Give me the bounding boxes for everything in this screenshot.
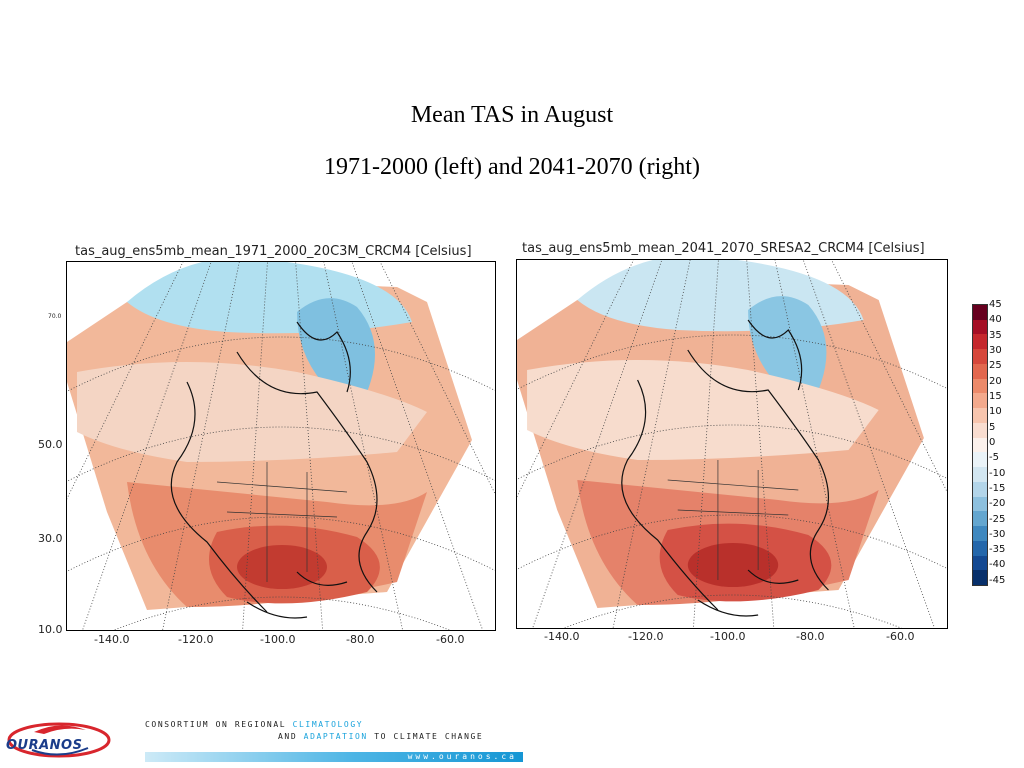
lon-label: -140.0 [544, 630, 580, 643]
colorbar-label: 15 [989, 390, 1002, 402]
lat-label: 70.0 [48, 313, 62, 320]
colorbar-cell [973, 422, 987, 439]
greenland-region [297, 298, 375, 400]
colorbar-label: 0 [989, 436, 996, 448]
lon-label: -80.0 [796, 630, 825, 643]
lat-label: 10.0 [38, 623, 63, 636]
colorbar-cell [973, 378, 987, 394]
lon-label: -80.0 [346, 633, 375, 646]
colorbar-label: 45 [989, 299, 1002, 310]
coastline-east [687, 349, 829, 591]
consortium-line1: CONSORTIUM ON REGIONAL CLIMATOLOGY [145, 720, 364, 729]
colorbar-label: -45 [989, 574, 1006, 586]
map-title-left: tas_aug_ens5mb_mean_1971_2000_20C3M_CRCM… [75, 244, 472, 259]
longitude-line [82, 262, 212, 630]
longitude-line [693, 260, 719, 628]
slide-subtitle: 1971-2000 (left) and 2041-2070 (right) [324, 154, 700, 180]
consortium-line2: AND ADAPTATION TO CLIMATE CHANGE [278, 732, 484, 741]
lon-label: -60.0 [436, 633, 465, 646]
colorbar-label: -10 [989, 467, 1006, 479]
slide-title: Mean TAS in August [410, 102, 614, 128]
colorbar-label: 25 [989, 360, 1002, 372]
colorbar-cell [973, 319, 987, 335]
colorbar-cell [973, 496, 987, 512]
coastline-west [170, 381, 268, 613]
colorbar-label: 30 [989, 344, 1002, 356]
lon-label: -100.0 [710, 630, 746, 643]
colorbar-label: -15 [989, 482, 1006, 494]
coastline-greenland [296, 321, 351, 393]
longitude-line [532, 260, 663, 628]
logo-text: OURANOS [6, 738, 83, 753]
website-link[interactable]: www.ouranos.ca [407, 752, 517, 761]
swirl-icon [7, 722, 111, 758]
lon-label: -140.0 [94, 633, 130, 646]
map-canvas-right [517, 260, 947, 628]
coastline-greenland [747, 319, 803, 391]
canada-region [527, 360, 879, 460]
colorbar-label: 10 [989, 406, 1002, 418]
longitude-line [242, 262, 268, 630]
colorbar-cell [973, 452, 987, 468]
longitude-line [295, 262, 323, 630]
colorbar-label: -20 [989, 498, 1006, 510]
colorbar-label: -35 [989, 544, 1006, 556]
lon-label: -100.0 [260, 633, 296, 646]
colorbar-cell [973, 334, 987, 350]
colorbar-cell [973, 570, 987, 586]
greenland-region [748, 296, 827, 398]
colorbar-cell [973, 511, 987, 527]
colorbar-label: 5 [989, 421, 996, 433]
colorbar-label: -40 [989, 559, 1006, 571]
longitude-line [162, 262, 240, 630]
coastline-gulf [246, 571, 348, 619]
coastline-gulf [697, 569, 799, 617]
map-title-right: tas_aug_ens5mb_mean_2041_2070_SRESA2_CRC… [522, 241, 925, 256]
lat-label: 50.0 [38, 438, 63, 451]
colorbar-cell [973, 540, 987, 557]
longitude-line [612, 260, 691, 628]
ouranos-logo: OURANOS [4, 718, 114, 764]
map-frame-left [66, 261, 496, 631]
longitude-line [746, 260, 775, 628]
colorbar-cell [973, 467, 987, 483]
colorbar-cell [973, 305, 987, 321]
lon-label: -60.0 [886, 630, 915, 643]
arctic-region [127, 262, 412, 334]
colorbar-cell [973, 349, 987, 365]
colorbar-label: 40 [989, 314, 1002, 326]
colorbar-cell [973, 363, 987, 380]
lon-label: -120.0 [178, 633, 214, 646]
state-borders [667, 460, 799, 580]
coastline-east [236, 351, 378, 593]
lat-label: 30.0 [38, 532, 63, 545]
coastline-west [621, 379, 719, 611]
lon-label: -120.0 [628, 630, 664, 643]
colorbar-label: -25 [989, 513, 1006, 525]
colorbar-cell [973, 408, 987, 424]
colorbar-label: -5 [989, 452, 999, 464]
map-frame-right [516, 259, 948, 629]
colorbar-cell [973, 393, 987, 409]
colorbar-cell [973, 526, 987, 542]
colorbar [972, 304, 988, 586]
colorbar-label: 20 [989, 375, 1002, 387]
colorbar-cell [973, 437, 987, 453]
map-canvas-left [67, 262, 495, 630]
canada-region [77, 362, 427, 462]
state-borders [216, 462, 348, 582]
footer-bar: www.ouranos.ca [145, 752, 523, 762]
colorbar-cell [973, 481, 987, 498]
colorbar-label: 35 [989, 329, 1002, 341]
colorbar-cell [973, 555, 987, 571]
arctic-region [577, 260, 864, 332]
colorbar-label: -30 [989, 528, 1006, 540]
